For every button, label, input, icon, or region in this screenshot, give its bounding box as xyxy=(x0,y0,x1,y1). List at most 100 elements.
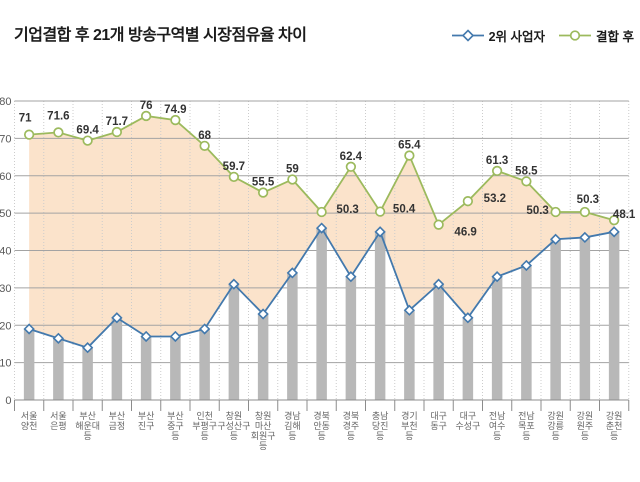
chart-legend: 2위 사업자 결합 후 xyxy=(451,26,634,45)
diamond-marker xyxy=(491,271,503,283)
bar xyxy=(316,228,327,400)
x-axis-label: 강원 춘천 등 xyxy=(606,411,623,441)
y-axis-label: 0 xyxy=(5,395,11,407)
bar xyxy=(111,317,123,400)
circle-marker xyxy=(345,161,357,172)
diamond-marker xyxy=(608,226,620,238)
x-axis-label: 경북 안동 등 xyxy=(313,410,330,441)
y-axis-label: 50 xyxy=(0,208,12,220)
circle-marker xyxy=(521,176,532,187)
legend-label-post-merger: 결합 후 xyxy=(596,30,634,44)
diamond-marker xyxy=(520,259,533,272)
diamond-marker xyxy=(140,330,152,343)
bar xyxy=(491,276,503,400)
bar xyxy=(521,265,532,400)
diamond-marker xyxy=(198,323,211,335)
circle-marker xyxy=(111,126,123,138)
x-axis-label: 창원 구성산구 등 xyxy=(217,411,250,441)
x-axis-label: 강원 원주 등 xyxy=(577,411,594,441)
legend-item-post-merger: 결합 후 xyxy=(558,26,634,45)
diamond-marker xyxy=(286,267,299,279)
circle-marker xyxy=(287,174,298,185)
bar xyxy=(287,272,298,400)
circle-marker xyxy=(433,219,444,230)
y-axis-label: 30 xyxy=(0,283,12,295)
circle-marker xyxy=(228,171,240,183)
bar xyxy=(550,239,561,400)
diamond-marker xyxy=(579,231,591,244)
diamond-marker xyxy=(228,278,240,290)
value-label: 68 xyxy=(198,130,211,142)
circle-marker xyxy=(550,206,561,218)
value-label: 74.9 xyxy=(164,104,186,116)
x-axis-label: 부산 해운대 등 xyxy=(75,411,100,441)
bar xyxy=(404,310,415,400)
bar xyxy=(345,276,357,400)
value-label: 50.3 xyxy=(577,194,599,206)
circle-marker xyxy=(140,110,152,122)
diamond-marker xyxy=(403,304,416,316)
bar xyxy=(23,328,35,400)
x-axis-label: 충남 당진 등 xyxy=(372,411,389,441)
circle-marker xyxy=(579,206,591,218)
bar xyxy=(199,328,210,400)
x-axis-label: 부산 중구 등 xyxy=(167,411,184,441)
value-label: 71 xyxy=(19,113,32,125)
circle-marker xyxy=(23,129,35,140)
y-axis-label: 70 xyxy=(0,133,12,145)
diamond-marker xyxy=(345,271,357,283)
value-label: 69.4 xyxy=(76,125,99,137)
value-label: 50.3 xyxy=(526,205,548,217)
x-axis-label: 서울 양천 xyxy=(21,411,38,431)
x-axis-label: 대구 수성구 xyxy=(455,411,480,431)
diamond-marker xyxy=(257,308,269,320)
circle-marker xyxy=(608,215,620,226)
circle-marker xyxy=(170,114,181,126)
y-axis-label: 20 xyxy=(0,320,12,332)
diamond-marker xyxy=(169,330,182,343)
diamond-marker-icon xyxy=(451,29,484,42)
diamond-marker xyxy=(462,312,474,324)
circle-marker xyxy=(199,140,210,152)
value-label: 50.3 xyxy=(336,204,358,216)
circle-marker xyxy=(462,196,474,207)
value-label: 61.3 xyxy=(486,155,508,167)
diamond-marker xyxy=(23,323,35,335)
circle-marker xyxy=(53,127,64,138)
circle-marker xyxy=(316,206,327,218)
legend-item-second-operator: 2위 사업자 xyxy=(451,26,545,45)
value-label: 55.5 xyxy=(252,177,275,189)
value-label: 71.6 xyxy=(47,110,69,122)
diamond-marker xyxy=(374,226,386,238)
x-axis-label: 경기 부천 등 xyxy=(401,410,418,441)
value-label: 53.2 xyxy=(484,193,506,205)
x-axis-label: 창원 마산 회원구 등 xyxy=(251,411,276,451)
x-axis-label: 강원 강릉 등 xyxy=(547,411,564,441)
bar xyxy=(257,314,269,400)
circle-marker xyxy=(404,150,415,161)
diamond-marker xyxy=(52,332,65,344)
value-label: 59.7 xyxy=(223,161,245,173)
value-label: 48.1 xyxy=(613,209,636,221)
x-axis-label: 전남 여수 등 xyxy=(489,411,506,441)
value-label: 59 xyxy=(286,163,299,175)
diamond-marker xyxy=(111,312,123,324)
x-axis-label: 대구 동구 xyxy=(430,411,447,431)
y-axis-label: 80 xyxy=(0,96,12,108)
x-axis-label: 인천 부평구 등 xyxy=(192,411,217,441)
difference-fill-area xyxy=(29,115,615,348)
x-axis-label: 부산 진구 xyxy=(138,411,155,431)
circle-marker xyxy=(491,165,503,177)
value-label: 50.4 xyxy=(393,204,416,216)
value-label: 71.7 xyxy=(106,116,128,128)
x-axis-label: 부산 금정 xyxy=(109,411,126,431)
bar xyxy=(608,231,620,400)
diamond-marker xyxy=(549,233,562,245)
x-axis-label: 서울 은평 xyxy=(50,411,67,431)
value-label: 46.9 xyxy=(454,227,476,239)
x-axis-label: 전남 목포 등 xyxy=(518,411,535,441)
diamond-marker xyxy=(315,222,328,234)
bar xyxy=(433,284,444,400)
